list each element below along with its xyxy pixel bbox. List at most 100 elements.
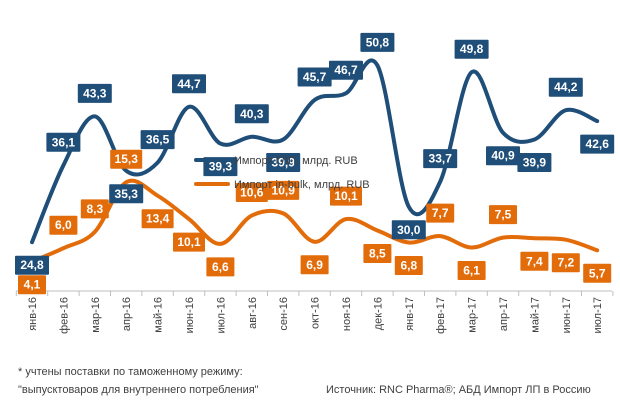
svg-text:4,1: 4,1 <box>24 278 41 292</box>
legend: Импорт ГЛП, млрд. RUB Импорт in-bulk, млр… <box>194 155 370 191</box>
x-tick-label: ноя-16 <box>341 297 353 331</box>
svg-text:49,8: 49,8 <box>460 42 484 56</box>
data-label-in-bulk: 7,7 <box>426 203 455 223</box>
data-label-in-bulk: 7,2 <box>551 253 580 273</box>
footnote-line-1: * учтены поставки по таможенному режиму: <box>18 366 243 378</box>
svg-text:8,5: 8,5 <box>369 247 386 261</box>
data-label-in-bulk: 8,5 <box>363 244 392 263</box>
svg-text:13,4: 13,4 <box>146 212 170 226</box>
data-label-glp: 46,7 <box>329 60 363 80</box>
x-tick-label: май-16 <box>153 297 165 333</box>
svg-text:43,3: 43,3 <box>83 86 107 100</box>
data-label-glp: 35,3 <box>109 184 144 204</box>
data-label-glp: 30,0 <box>391 220 426 240</box>
svg-text:45,7: 45,7 <box>303 70 327 84</box>
svg-text:39,9: 39,9 <box>272 156 296 170</box>
data-label-glp: 39,9 <box>517 153 552 172</box>
data-label-in-bulk: 6,0 <box>49 215 78 235</box>
data-label-in-bulk: 10,9 <box>267 180 300 200</box>
x-tick-label: апр-17 <box>498 297 510 331</box>
svg-text:24,8: 24,8 <box>20 258 44 272</box>
x-tick-label: сен-16 <box>278 297 290 331</box>
x-tick-label: дек-16 <box>372 297 384 330</box>
legend-entry: Импорт ГЛП, млрд. RUB <box>194 155 358 167</box>
data-label-glp: 44,7 <box>172 74 206 94</box>
legend-entry: Импорт in-bulk, млрд. RUB <box>194 179 370 191</box>
svg-text:40,9: 40,9 <box>491 149 515 163</box>
svg-text:10,1: 10,1 <box>334 189 358 203</box>
svg-text:6,0: 6,0 <box>55 218 72 232</box>
data-label-in-bulk: 6,6 <box>206 257 235 277</box>
data-label-glp: 33,7 <box>423 149 458 169</box>
svg-text:36,5: 36,5 <box>146 133 170 147</box>
data-label-in-bulk: 10,1 <box>330 186 362 206</box>
data-label-glp: 40,3 <box>234 104 269 124</box>
x-tick-label: фев-17 <box>435 297 447 334</box>
svg-text:44,2: 44,2 <box>554 80 578 94</box>
svg-text:40,3: 40,3 <box>240 107 264 121</box>
data-label-glp: 45,7 <box>297 67 332 87</box>
x-tick-label: июн-17 <box>561 297 573 333</box>
data-label-in-bulk: 7,4 <box>520 251 549 271</box>
data-label-glp: 43,3 <box>77 83 112 103</box>
svg-text:36,1: 36,1 <box>52 135 76 149</box>
svg-text:6,1: 6,1 <box>463 264 480 278</box>
footnote-line-2: "выпусктоваров для внутреннего потреблен… <box>18 384 259 396</box>
x-tick-label: фев-16 <box>58 297 70 334</box>
svg-text:6,9: 6,9 <box>306 258 323 272</box>
svg-text:44,7: 44,7 <box>177 77 201 91</box>
data-label-glp: 49,8 <box>454 39 489 59</box>
data-label-in-bulk: 5,7 <box>583 263 612 283</box>
svg-text:7,2: 7,2 <box>557 256 574 270</box>
svg-text:6,6: 6,6 <box>212 260 229 274</box>
svg-text:30,0: 30,0 <box>397 223 421 237</box>
data-label-glp: 24,8 <box>15 255 49 275</box>
data-label-in-bulk: 13,4 <box>141 209 174 229</box>
x-tick-label: мар-16 <box>90 297 102 333</box>
series-line-in-bulk <box>30 178 600 264</box>
svg-text:15,3: 15,3 <box>115 152 139 166</box>
data-label-glp: 44,2 <box>548 77 583 97</box>
x-tick-label: июн-16 <box>184 297 196 333</box>
svg-text:10,6: 10,6 <box>240 186 264 200</box>
svg-text:39,3: 39,3 <box>209 160 233 174</box>
x-tick-label: авг-16 <box>247 297 259 329</box>
svg-text:39,9: 39,9 <box>523 156 547 170</box>
data-label-glp: 50,8 <box>360 32 395 52</box>
x-tick-label: мар-17 <box>467 297 479 333</box>
x-axis: янв-16 фев-16 мар-16 апр-16 май-16 июн-16 июл-… <box>15 290 614 334</box>
data-label-glp: 39,9 <box>266 153 301 172</box>
data-label-in-bulk: 10,6 <box>235 183 268 202</box>
svg-text:46,7: 46,7 <box>334 63 358 77</box>
data-label-in-bulk: 7,5 <box>489 205 517 225</box>
legend-label: Импорт ГЛП, млрд. RUB <box>234 155 358 167</box>
svg-text:10,9: 10,9 <box>272 183 296 197</box>
data-label-glp: 36,1 <box>46 132 81 152</box>
x-tick-label: июл-16 <box>215 297 227 333</box>
x-tick-label: июл-17 <box>592 297 604 333</box>
x-tick-label: окт-16 <box>310 297 322 329</box>
svg-text:7,4: 7,4 <box>526 254 543 268</box>
data-label-glp: 40,9 <box>486 146 520 166</box>
svg-text:33,7: 33,7 <box>429 152 453 166</box>
data-label-in-bulk: 10,1 <box>173 232 205 252</box>
x-tick-label: янв-16 <box>27 297 39 331</box>
x-tick-label: апр-16 <box>121 297 133 331</box>
svg-text:42,6: 42,6 <box>586 137 610 151</box>
legend-label: Импорт in-bulk, млрд. RUB <box>234 179 370 191</box>
svg-text:50,8: 50,8 <box>366 35 390 49</box>
svg-text:8,3: 8,3 <box>86 202 103 216</box>
data-label-glp: 42,6 <box>580 134 615 154</box>
series-lines <box>30 58 600 264</box>
x-tick-label: май-17 <box>529 297 541 333</box>
svg-text:6,8: 6,8 <box>400 259 417 273</box>
data-label-in-bulk: 6,1 <box>457 261 486 280</box>
svg-text:5,7: 5,7 <box>589 266 606 280</box>
data-labels: 24,8 36,1 43,3 35,3 36,5 44,7 39,3 40,3 39,9 45,7… <box>15 32 615 295</box>
data-label-in-bulk: 8,3 <box>80 199 109 219</box>
svg-text:35,3: 35,3 <box>115 187 139 201</box>
data-label-in-bulk: 15,3 <box>110 149 143 169</box>
data-label-in-bulk: 6,8 <box>394 256 423 275</box>
series-line-glp <box>30 58 600 245</box>
